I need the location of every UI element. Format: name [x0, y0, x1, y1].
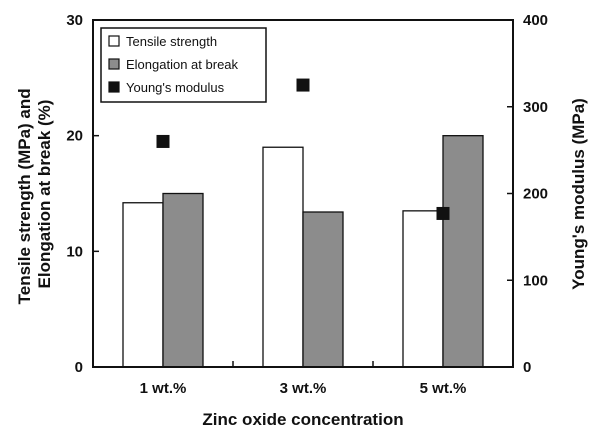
bar-elongation-at-break-1-wt: [162, 192, 204, 368]
legend-swatch-youngs-modulus: [108, 81, 120, 93]
marker-young-s-modulus-5-wt: [436, 206, 450, 220]
bar-tensile-strength-3-wt: [262, 146, 304, 368]
y-left-tick-label: 20: [66, 128, 83, 145]
y-left-tick-label: 10: [66, 243, 83, 260]
marker-young-s-modulus-3-wt: [296, 78, 310, 92]
x-tick-label: 5 wt.%: [420, 380, 467, 397]
bars-layer: [122, 135, 484, 368]
legend-swatch-elongation-at-break: [108, 58, 120, 70]
bar-tensile-strength-1-wt: [122, 202, 164, 368]
legend-label-tensile-strength: Tensile strength: [126, 34, 217, 49]
bar-elongation-at-break-3-wt: [302, 211, 344, 368]
y-right-tick-label: 200: [523, 186, 548, 203]
y-axis-left-title: Tensile strength (MPa) and Elongation at…: [15, 84, 54, 305]
y-right-tick-label: 0: [523, 359, 531, 376]
y-axis-right-title: Young's modulus (MPa): [569, 98, 588, 290]
legend: Tensile strength Elongation at break You…: [100, 27, 267, 103]
y-left-tick-label: 30: [66, 12, 83, 29]
x-axis-title: Zinc oxide concentration: [202, 410, 403, 429]
x-tick-label: 1 wt.%: [140, 380, 187, 397]
legend-box: [100, 27, 267, 103]
y-right-tick-label: 400: [523, 12, 548, 29]
markers-layer: [156, 78, 450, 220]
y-axis-left-title-line1: Tensile strength (MPa) and: [15, 88, 34, 304]
y-axis-left-title-line2: Elongation at break (%): [35, 100, 54, 289]
legend-label-elongation-at-break: Elongation at break: [126, 57, 239, 72]
bar-tensile-strength-5-wt: [402, 210, 444, 368]
legend-swatch-tensile-strength: [108, 35, 120, 47]
legend-label-youngs-modulus: Young's modulus: [126, 80, 225, 95]
y-right-tick-label: 300: [523, 99, 548, 116]
x-tick-label: 3 wt.%: [280, 380, 327, 397]
y-right-tick-label: 100: [523, 272, 548, 289]
marker-young-s-modulus-1-wt: [156, 134, 170, 148]
y-left-tick-label: 0: [75, 359, 83, 376]
bar-elongation-at-break-5-wt: [442, 135, 484, 368]
